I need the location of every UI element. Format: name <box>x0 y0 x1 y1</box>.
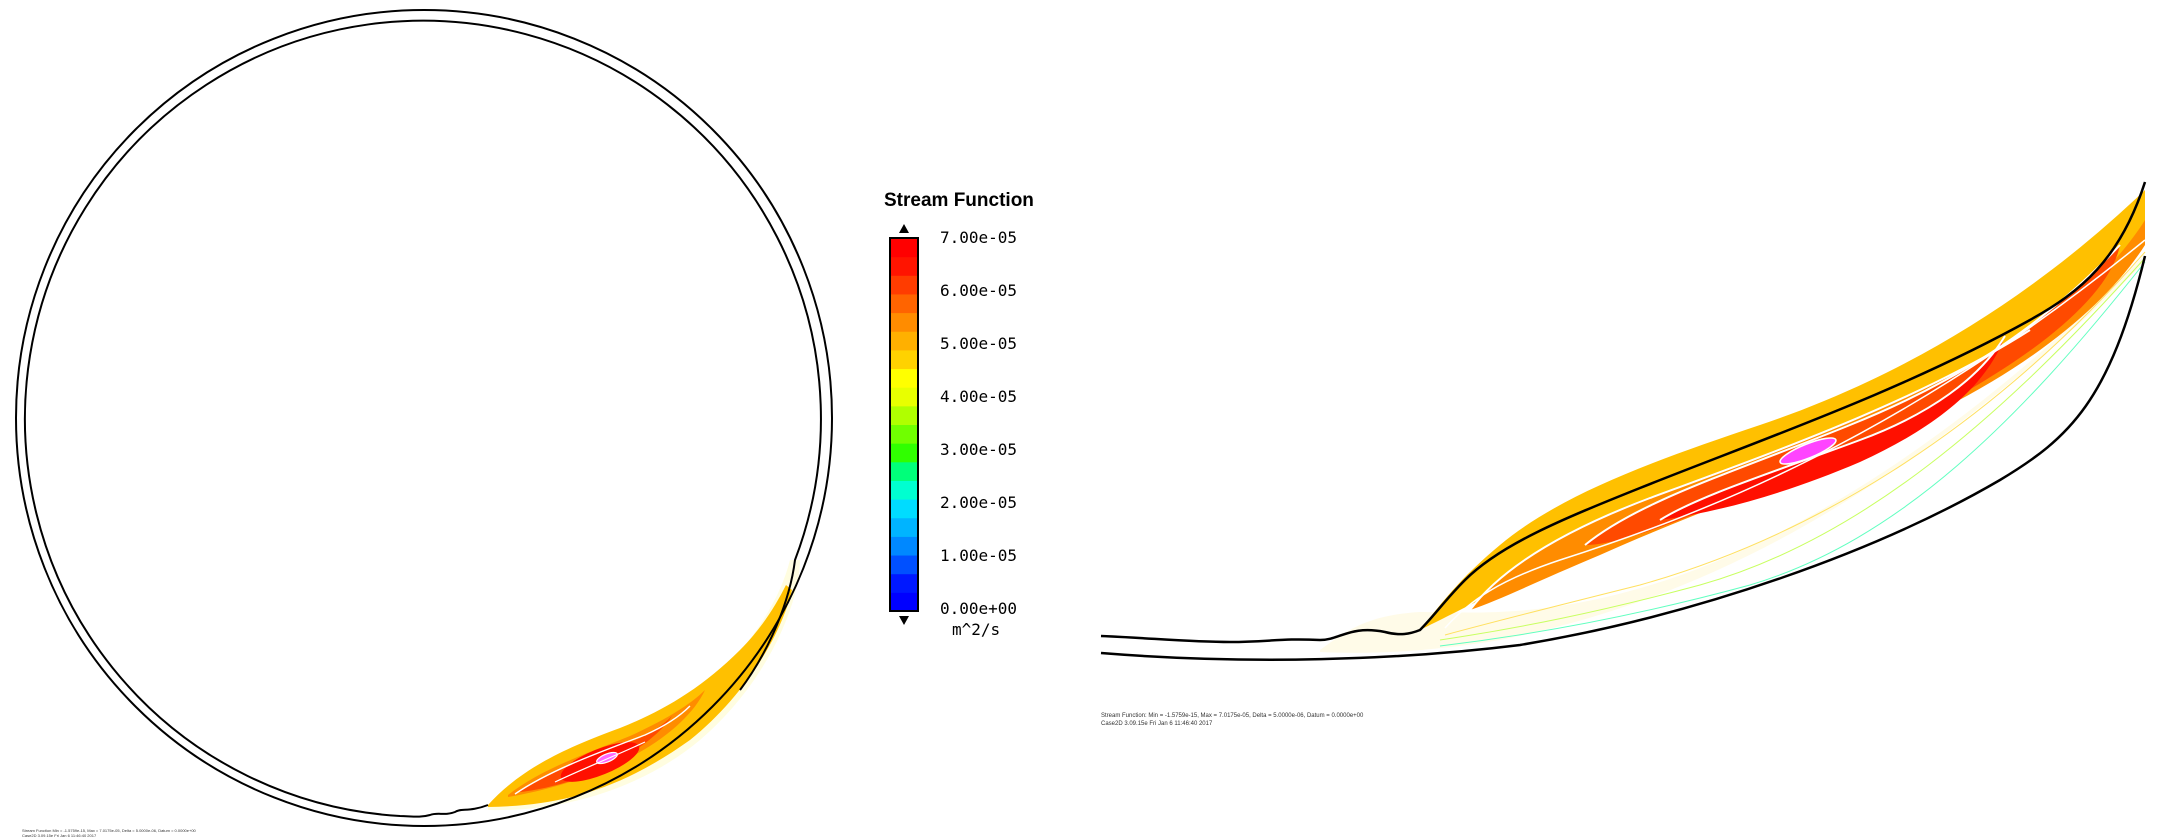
colorbar-band <box>890 238 918 258</box>
colorbar-tick-label: 6.00e-05 <box>940 281 1018 300</box>
colorbar-band <box>890 480 918 500</box>
colorbar-units: m^2/s <box>952 620 1001 639</box>
footer-line: Case2D 3.09.15e Fri Jan 6 11:46:40 2017 <box>22 833 97 838</box>
colorbar-band <box>890 349 918 370</box>
contour-line <box>1469 329 2031 611</box>
colorbar-tick-label: 4.00e-05 <box>940 387 1018 406</box>
contour-line <box>1659 335 2006 521</box>
contour-band <box>1585 245 2120 545</box>
lower-wall <box>1100 255 2147 661</box>
contour-line <box>1444 251 2146 636</box>
contour-line <box>1439 257 2146 641</box>
colorbar-band <box>890 461 918 481</box>
colorbar-band <box>890 424 918 444</box>
contour-band <box>488 585 792 807</box>
colorbar-band <box>890 256 918 276</box>
colorbar-tick-label: 3.00e-05 <box>940 440 1018 459</box>
colorbar-band <box>890 331 918 351</box>
colorbar <box>889 224 919 625</box>
colorbar-tick-label: 1.00e-05 <box>940 546 1018 565</box>
upper-wall <box>1100 181 2147 644</box>
contour-line <box>1444 239 2146 629</box>
outer-wall <box>15 9 833 827</box>
contour-band <box>520 716 672 792</box>
colorbar-frame <box>889 237 919 612</box>
footer-line: Stream Function Min = -1.5759e-15, Max =… <box>22 828 196 833</box>
contour-line <box>514 705 691 795</box>
contour-line <box>1439 261 2146 647</box>
footer-left: Stream Function Min = -1.5759e-15, Max =… <box>22 828 196 838</box>
full-view-panel <box>15 9 833 827</box>
colorbar-tick-label: 0.00e+00 <box>940 599 1018 618</box>
footer-right: Stream Function: Min = -1.5759e-15, Max … <box>1101 713 1363 728</box>
colorbar-band <box>890 443 918 463</box>
contour-line <box>554 741 646 783</box>
colorbar-band <box>890 312 918 332</box>
zoomed-view-panel <box>1100 181 2147 661</box>
colorbar-band <box>890 368 918 388</box>
colorbar-band <box>890 555 918 575</box>
colorbar-bands <box>890 238 918 612</box>
colorbar-max-arrow <box>899 224 909 233</box>
colorbar-min-arrow <box>899 616 909 625</box>
colorbar-band <box>890 387 918 407</box>
colorbar-band <box>890 275 918 295</box>
colorbar-tick-label: 5.00e-05 <box>940 334 1018 353</box>
colorbar-band <box>890 536 918 556</box>
colorbar-band <box>890 592 918 612</box>
colorbar-tick-label: 2.00e-05 <box>940 493 1018 512</box>
full-view-contour-fill <box>488 560 800 811</box>
colorbar-band <box>890 573 918 593</box>
colorbar-band <box>890 517 918 537</box>
colorbar-band <box>890 405 918 425</box>
colorbar-title: Stream Function <box>884 190 1034 211</box>
contour-line <box>1584 244 2121 546</box>
footer-line: Stream Function: Min = -1.5759e-15, Max … <box>1101 713 1364 719</box>
colorbar-tick-label: 7.00e-05 <box>940 228 1018 247</box>
inner-wall <box>24 19 822 818</box>
colorbar-band <box>890 293 918 314</box>
footer-line: Case2D 3.09.15e Fri Jan 6 11:46:40 2017 <box>1101 720 1213 727</box>
colorbar-band <box>890 499 918 519</box>
